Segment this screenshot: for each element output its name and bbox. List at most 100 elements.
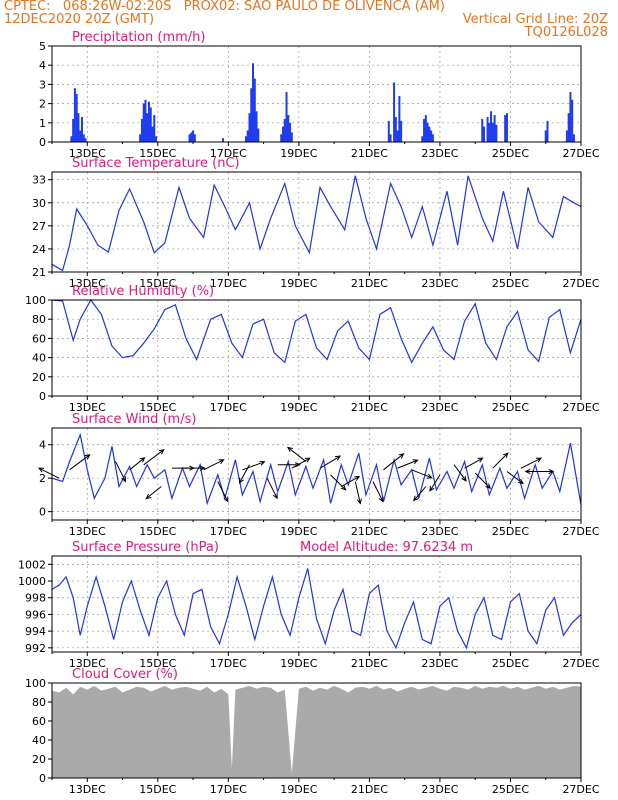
wind-arrow-shaft	[453, 464, 467, 482]
temp-ytick-label-4: 33	[32, 174, 46, 187]
precip-bar-56	[488, 122, 491, 142]
wind-arrow-head	[304, 457, 311, 463]
wind-arrow-shaft	[397, 459, 418, 469]
precip-bar-41	[393, 82, 396, 142]
wind-arrow-shaft	[429, 474, 441, 492]
wind-xtick-label-1: 15DEC	[139, 525, 176, 538]
precip-bar-26	[248, 113, 251, 142]
wind-arrow-head	[121, 476, 126, 483]
pres-xtick-label-3: 19DEC	[280, 657, 317, 670]
temp-ytick-label-0: 21	[32, 266, 46, 279]
cloud-ytick-label-3: 60	[32, 715, 46, 728]
rh-xtick-label-5: 23DEC	[421, 401, 458, 414]
precip-bar-39	[387, 120, 390, 142]
wind-wind-arrow-33	[524, 468, 546, 475]
wind-arrow-shaft	[266, 477, 278, 499]
wind-wind-arrow-27	[464, 457, 484, 469]
temp-xtick-label-3: 19DEC	[280, 277, 317, 290]
precip-bar-16	[151, 126, 154, 142]
wind-wind-arrow-9	[217, 481, 229, 503]
wind-wind-arrow-12	[266, 477, 278, 500]
precip-bar-63	[544, 130, 547, 142]
temp-xtick-label-2: 17DEC	[210, 277, 247, 290]
precip-bar-8	[84, 138, 87, 142]
wind-arrow-head	[398, 453, 405, 459]
cloud-ytick-label-5: 100	[25, 677, 46, 690]
wind-arrow-shaft	[146, 486, 162, 499]
wind-arrow-head	[84, 454, 91, 460]
precip-bar-24	[244, 136, 247, 142]
precip-bar-59	[493, 115, 496, 142]
wind-arrow-head	[272, 493, 278, 500]
wind-arrow-head	[158, 449, 165, 455]
wind-arrow-head	[412, 459, 419, 465]
wind-arrow-shaft	[492, 452, 509, 469]
wind-arrow-head	[223, 496, 229, 503]
temp-xtick-label-5: 23DEC	[421, 277, 458, 290]
precip-bar-32	[280, 134, 283, 142]
wind-arrow-shaft	[474, 472, 491, 489]
wind-wind-arrow-8	[203, 459, 225, 471]
wind-arrow-shaft	[464, 457, 483, 469]
rh-series-line	[51, 298, 582, 364]
wind-arrow-shaft	[319, 455, 341, 469]
rh-ytick-label-4: 80	[32, 313, 46, 326]
precip-bar-25	[246, 130, 249, 142]
precip-bar-13	[146, 113, 149, 142]
temp-frame	[51, 171, 582, 273]
cloud-ytick-label-2: 40	[32, 734, 46, 747]
precip-bar-62	[505, 113, 508, 142]
wind-series-line	[51, 432, 582, 506]
pres-ytick-label-4: 1000	[18, 575, 46, 588]
precip-bar-34	[283, 118, 286, 142]
precip-ytick-label-5: 5	[39, 40, 46, 53]
pres-xtick-label-6: 25DEC	[492, 657, 529, 670]
rh-xtick-label-4: 21DEC	[351, 401, 388, 414]
wind-xtick-label-5: 23DEC	[421, 525, 458, 538]
wind-wind-arrow-17	[330, 474, 347, 491]
cloud-xtick-label-1: 15DEC	[139, 783, 176, 796]
wind-frame	[51, 427, 582, 521]
wind-arrow-head	[145, 493, 152, 500]
wind-arrow-head	[536, 457, 543, 463]
pres-xtick-label-1: 15DEC	[139, 657, 176, 670]
rh-xtick-label-1: 15DEC	[139, 401, 176, 414]
wind-arrow-head	[461, 475, 467, 482]
pres-xtick-label-2: 17DEC	[210, 657, 247, 670]
precip-ytick-label-2: 2	[39, 98, 46, 111]
wind-wind-arrow-0	[38, 467, 60, 479]
precip-frame	[51, 45, 582, 143]
precip-bar-29	[253, 78, 256, 142]
header-model-id: TQ0126L028	[524, 25, 608, 40]
temp-xtick-label-1: 15DEC	[139, 277, 176, 290]
precip-bar-53	[481, 118, 484, 142]
cloud-xtick-label-3: 19DEC	[280, 783, 317, 796]
header-date: 12DEC2020 20Z (GMT)	[4, 12, 155, 27]
wind-wind-arrow-31	[520, 457, 543, 469]
precip-bar-38	[290, 132, 293, 142]
precip-bar-43	[396, 130, 399, 142]
wind-arrow-shaft	[203, 459, 224, 471]
wind-wind-arrow-19	[354, 481, 362, 505]
wind-arrow-head	[340, 484, 347, 491]
precip-ytick-label-0: 0	[39, 136, 46, 149]
header-line-1: CPTEC: 068:26W-02:20S PROX02: SAO PAULO …	[4, 0, 445, 14]
wind-arrow-head	[218, 459, 225, 465]
precip-bar-44	[398, 95, 401, 142]
wind-ytick-label-0: 0	[39, 506, 46, 519]
precip-ytick-label-3: 3	[39, 78, 46, 91]
precip-bar-61	[504, 115, 507, 142]
wind-wind-arrow-14	[291, 457, 311, 469]
wind-arrow-shaft	[340, 476, 360, 487]
pres-xtick-label-5: 23DEC	[421, 657, 458, 670]
wind-wind-arrow-26	[453, 464, 467, 482]
cloud-xtick-label-2: 17DEC	[210, 783, 247, 796]
precip-xtick-label-7: 27DEC	[562, 147, 599, 160]
wind-wind-arrow-13	[277, 462, 301, 468]
precip-bar-5	[79, 130, 82, 142]
temp-title: Surface Temperature (nC)	[72, 156, 240, 171]
precip-bar-51	[430, 130, 433, 142]
precip-bar-35	[285, 92, 288, 142]
temp-ytick-label-2: 27	[32, 220, 46, 233]
